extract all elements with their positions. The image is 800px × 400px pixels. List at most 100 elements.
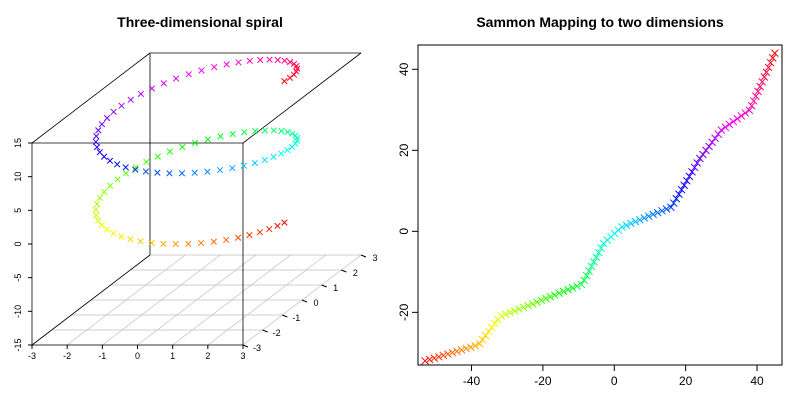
spiral-point — [217, 133, 224, 140]
x-tick-label: 3 — [240, 351, 245, 361]
sammon-point — [484, 327, 493, 336]
spiral-point — [251, 127, 259, 135]
spiral-point — [223, 236, 230, 244]
spiral-point — [290, 71, 298, 78]
y-tick — [360, 254, 367, 258]
sammon-point — [592, 253, 601, 262]
sammon-point — [711, 134, 720, 143]
sammon-point — [622, 221, 631, 230]
sammon-point — [717, 126, 726, 134]
x-tick-label: 40 — [750, 374, 764, 388]
spiral-point — [281, 78, 288, 85]
sammon-point — [667, 203, 675, 212]
sammon-point — [524, 301, 532, 310]
x-tick-label: -20 — [534, 374, 552, 388]
z-tick-label: 5 — [13, 208, 23, 213]
sammon-point — [672, 194, 681, 203]
spiral-point — [96, 149, 103, 156]
spiral-point — [172, 75, 180, 82]
spiral-point — [93, 133, 100, 140]
y-tick-label: 2 — [353, 268, 358, 278]
sammon-point — [653, 208, 662, 217]
spiral-point — [142, 168, 150, 175]
spiral-point — [93, 200, 101, 208]
spiral-point — [118, 233, 125, 240]
sammon-point — [685, 172, 694, 181]
spiral-point — [293, 137, 301, 144]
spiral-point — [234, 234, 242, 241]
sammon-point — [708, 138, 716, 147]
spiral-points — [92, 56, 301, 248]
spiral-point — [277, 150, 285, 157]
spiral-point — [154, 153, 161, 160]
spiral-point — [266, 56, 273, 63]
spiral-point — [270, 153, 277, 160]
sammon-point — [690, 163, 699, 172]
spiral-point — [114, 176, 121, 183]
y-tick-label: 20 — [397, 143, 411, 157]
spiral-point — [110, 230, 117, 237]
sammon-point — [490, 319, 499, 328]
x-tick-label: 1 — [170, 351, 175, 361]
spiral-point — [132, 164, 139, 171]
sammon-point — [453, 347, 461, 356]
sammon-point — [714, 130, 723, 139]
box-edge — [31, 254, 151, 346]
sammon-points — [421, 49, 779, 365]
y-tick — [301, 299, 308, 303]
y-tick — [341, 269, 347, 273]
y-tick-label: 40 — [397, 62, 411, 76]
bounding-box — [31, 52, 362, 346]
sammon-point — [573, 282, 581, 290]
spiral-point — [148, 239, 155, 247]
z-tick-label: 10 — [13, 172, 23, 182]
y-tick-label: -20 — [397, 303, 411, 321]
spiral-point — [261, 127, 269, 134]
sammon-point — [627, 219, 635, 228]
spiral-point — [197, 239, 205, 247]
sammon-point — [597, 244, 605, 252]
y-tick-label: 0 — [397, 228, 411, 235]
sammon-point — [448, 348, 457, 357]
sammon-point — [669, 199, 678, 207]
spiral-point — [257, 56, 264, 64]
sammon-point — [680, 181, 689, 190]
x-tick-label: -1 — [98, 351, 106, 361]
y-tick — [242, 344, 249, 348]
spiral-point — [107, 182, 114, 189]
spiral-point — [179, 143, 186, 151]
spiral-point — [251, 159, 258, 167]
box-edge — [242, 52, 362, 144]
spiral-point — [198, 67, 205, 74]
sammon-point — [693, 159, 702, 167]
sammon-point — [631, 217, 640, 226]
spiral-point — [122, 170, 130, 177]
sammon-point — [702, 146, 710, 155]
spiral-point — [210, 238, 217, 245]
spiral-point — [191, 169, 198, 176]
spiral-point — [118, 102, 125, 109]
spiral-point — [132, 166, 139, 173]
sammon-point — [764, 63, 773, 72]
spiral-point — [246, 57, 253, 65]
right-chart-title: Sammon Mapping to two dimensions — [476, 14, 724, 30]
x-tick-label: 20 — [679, 374, 693, 388]
sammon-point — [439, 351, 448, 360]
sammon-point — [729, 117, 738, 126]
sammon-point — [541, 294, 550, 303]
sammon-point — [421, 357, 429, 365]
sammon-point — [533, 298, 541, 306]
x-tick-label: -3 — [28, 351, 36, 361]
spiral-point — [211, 63, 218, 71]
sammon-point — [434, 352, 443, 361]
sammon-point — [662, 205, 671, 213]
spiral-point — [274, 56, 281, 64]
z-tick-label: -5 — [13, 274, 23, 282]
spiral-point — [154, 169, 161, 176]
sammon-point — [644, 212, 653, 221]
spiral-point — [143, 158, 150, 166]
spiral-point — [204, 136, 212, 143]
y-tick — [262, 329, 268, 333]
sammon-point — [462, 344, 470, 353]
y-tick-label: -3 — [253, 343, 261, 353]
